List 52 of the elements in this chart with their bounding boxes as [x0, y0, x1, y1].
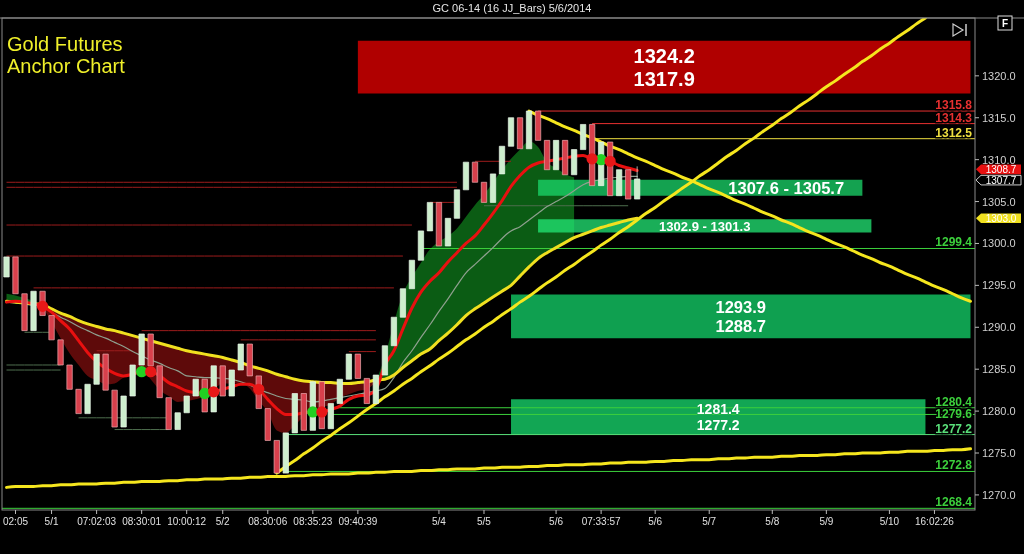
y-tick-label: 1305.0 [982, 195, 1016, 208]
y-tick-label: 1308.7 [985, 163, 1017, 175]
x-tick-label: 09:40:39 [338, 516, 378, 527]
x-tick-label: 5/5 [477, 516, 492, 527]
text: Gold Futures Anchor Chart [7, 33, 126, 77]
x-tick-label: 5/9 [819, 516, 834, 527]
y-tick-label: 1295.0 [982, 279, 1016, 292]
y-tick-label: 1270.0 [982, 488, 1016, 501]
y-tick-label: 1280.0 [982, 405, 1016, 418]
y-tick-label: 1310.0 [982, 153, 1016, 166]
annotation: 1324.2 [633, 44, 695, 67]
ref-line-label: 1272.8 [935, 458, 973, 473]
y-tick-label: 1275.0 [982, 447, 1016, 460]
x-tick-label: 02:05 [3, 516, 29, 527]
ref-line-label: 1280.4 [935, 394, 973, 409]
annotation: 1293.9 [715, 297, 767, 317]
y-tick-label: 1320.0 [982, 69, 1016, 82]
y-tick-label: 1290.0 [982, 321, 1016, 334]
ref-line-label: 1312.5 [935, 125, 973, 140]
x-tick-label: 08:30:01 [122, 516, 162, 527]
ref-line-label: 1277.2 [935, 421, 973, 436]
x-tick-label: 5/1 [44, 516, 59, 527]
annotation: 1277.2 [696, 417, 740, 434]
ref-line-label: 1314.3 [935, 110, 973, 125]
ref-line-label: 1299.4 [935, 235, 973, 250]
y-tick-label: 1303.0 [985, 212, 1017, 224]
chart-title: GC 06-14 (16 JJ_Bars) 5/6/2014 [432, 2, 592, 14]
annotation: 1302.9 - 1301.3 [658, 218, 751, 234]
x-tick-label: 5/8 [765, 516, 780, 527]
x-tick-label: 07:02:03 [77, 516, 117, 527]
annotation: 1307.6 - 1305.7 [728, 178, 845, 198]
x-tick-label: 5/10 [879, 516, 900, 527]
ref-line-label: 1315.8 [935, 98, 973, 113]
y-tick-label: 1315.0 [982, 111, 1016, 124]
y-tick-label: 1307.7 [985, 174, 1017, 186]
annotation: 1288.7 [715, 316, 767, 336]
x-tick-label: 5/6 [549, 516, 564, 527]
x-tick-label: 08:35:23 [293, 516, 333, 527]
x-tick-label: 08:30:06 [248, 516, 288, 527]
x-tick-label: 5/6 [648, 516, 663, 527]
y-tick-label: 1300.0 [982, 237, 1016, 250]
x-tick-label: 10:00:12 [167, 516, 207, 527]
x-tick-label: 07:33:57 [581, 516, 622, 527]
annotation: 1281.4 [696, 400, 740, 417]
x-tick-label: 5/4 [432, 516, 447, 527]
y-tick-label: 1285.0 [982, 363, 1016, 376]
annotation: 1317.9 [633, 67, 695, 90]
x-tick-label: 5/7 [702, 516, 717, 527]
x-tick-label: 5/2 [215, 516, 231, 527]
text: F [1001, 18, 1009, 29]
x-tick-label: 16:02:26 [914, 516, 955, 527]
ref-line-label: 1268.4 [935, 495, 973, 510]
